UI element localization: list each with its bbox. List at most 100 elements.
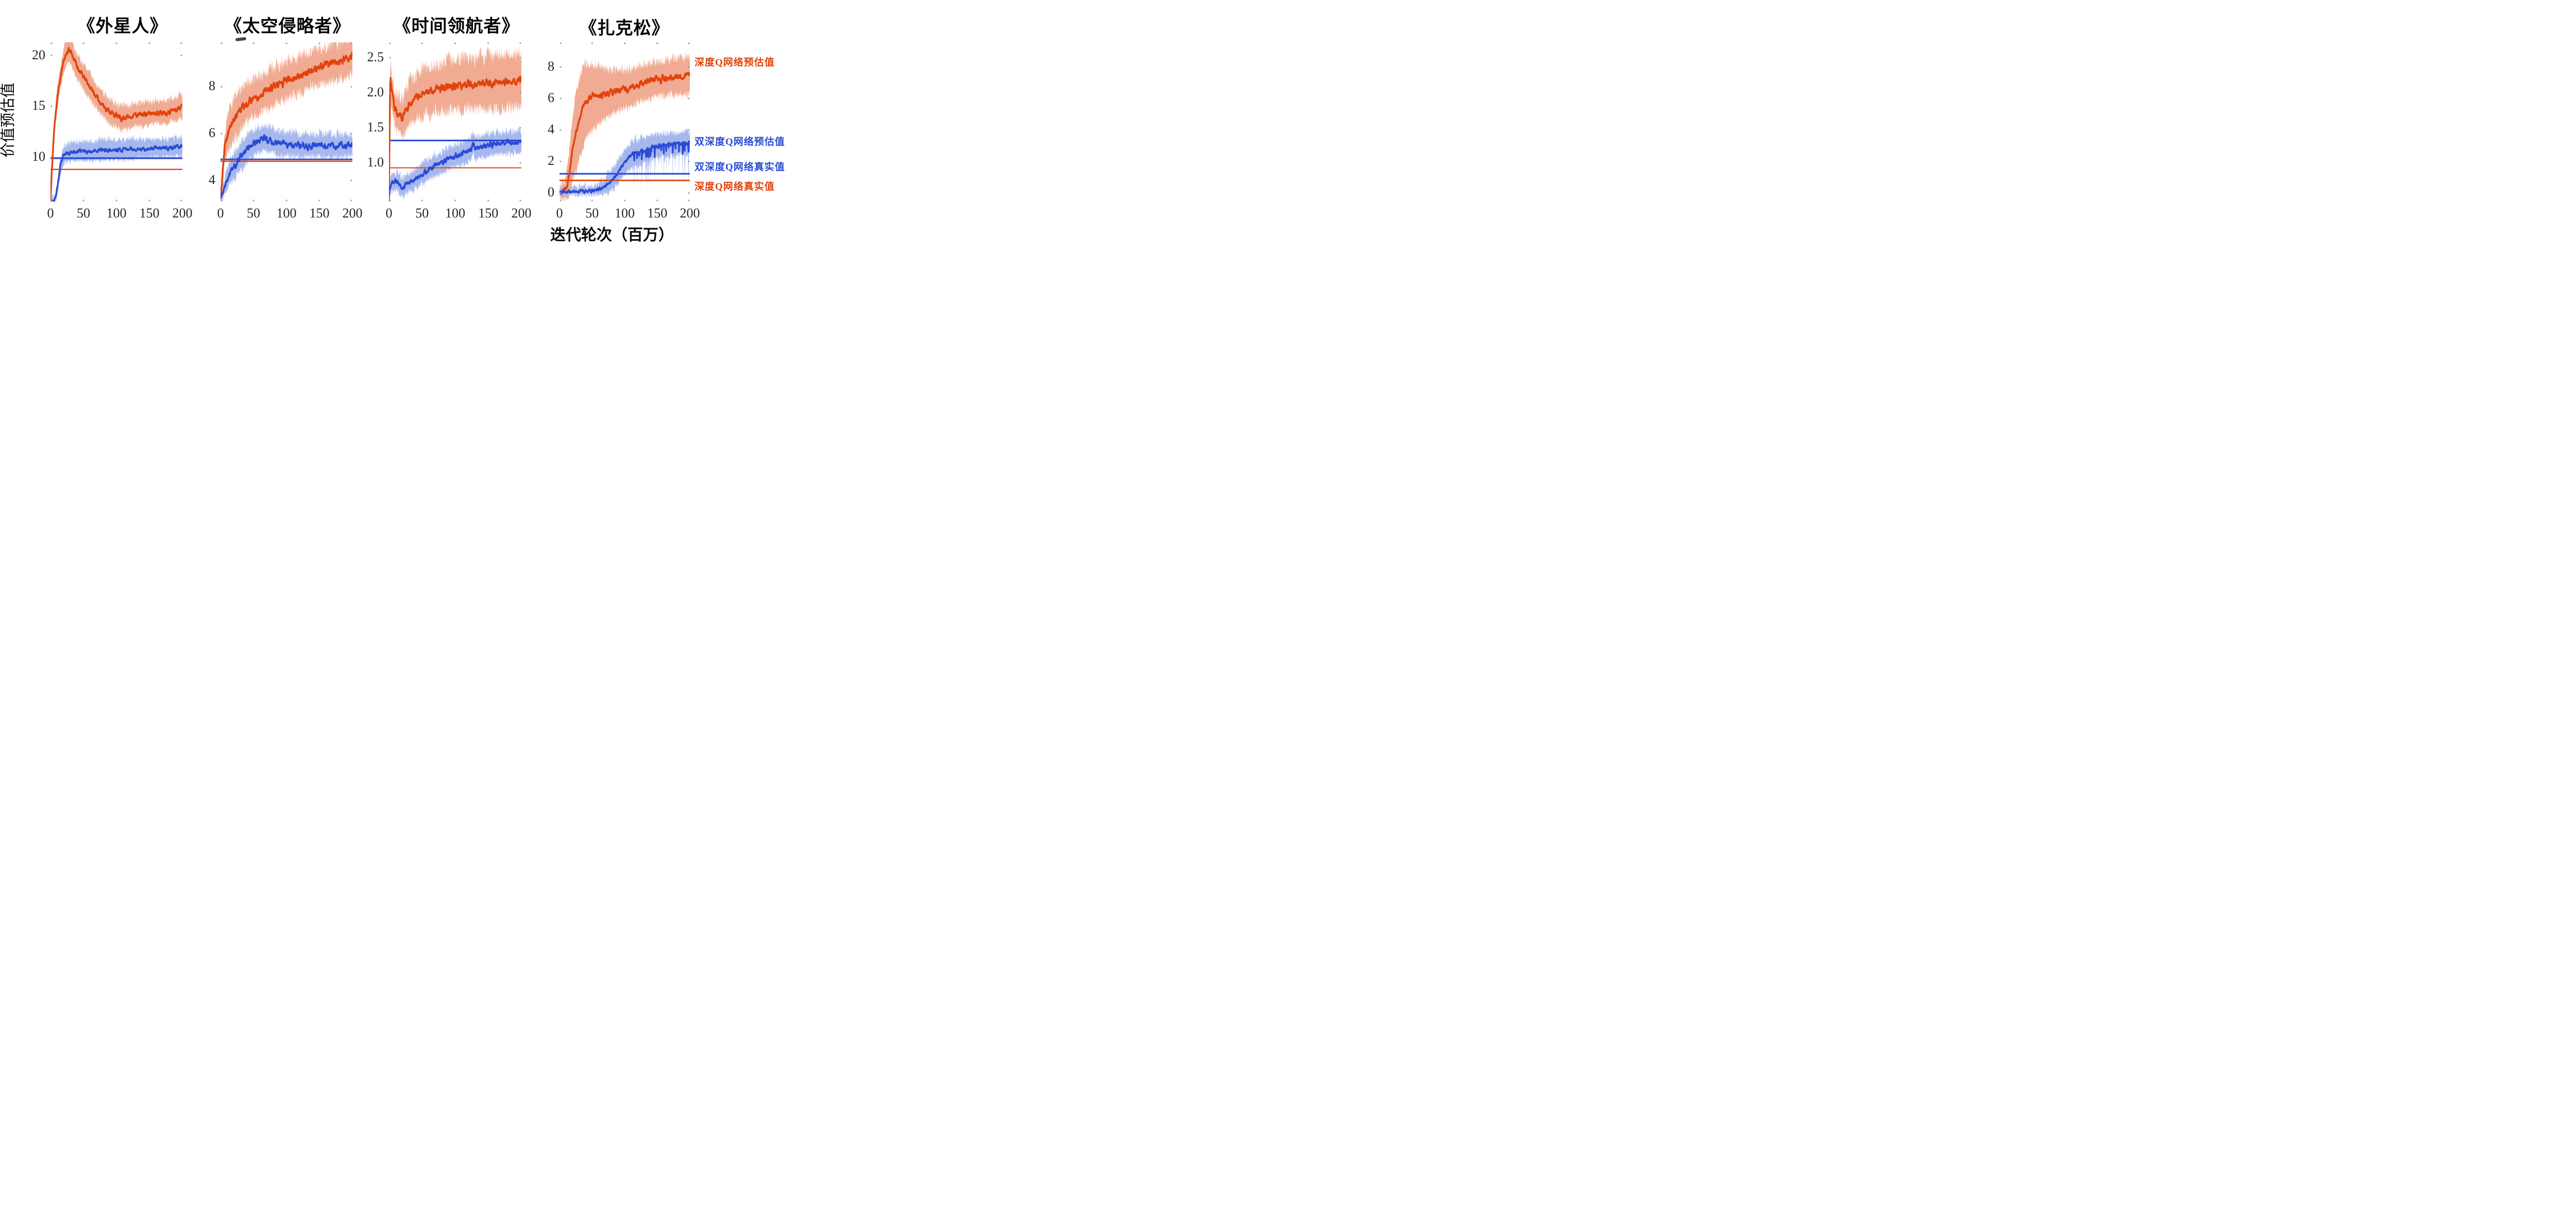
estimate-line [560,140,690,194]
x-tick-label: 200 [511,206,532,221]
y-tick-label: 0 [548,184,554,200]
y-tick-label: 2.0 [367,85,384,99]
confidence-band [50,133,182,202]
y-tick-label: 8 [209,78,215,94]
plot-area-3 [560,42,690,202]
tick-dot [623,199,626,202]
tick-dot [560,199,562,202]
tick-dot [688,97,690,99]
y-tick-label: 2.5 [367,49,384,64]
tick-dot [688,129,690,131]
y-tick-label: 1.5 [367,120,384,135]
y-tick-label: 4 [548,122,554,137]
x-tick-label: 100 [276,206,297,221]
x-axis-label: 迭代轮次（百万） [550,227,674,244]
tick-dot [180,199,182,202]
y-tick-label: 6 [548,90,554,106]
tick-dot [50,42,53,44]
y-tick-label: 4 [209,172,215,188]
tick-dot [560,160,562,162]
y-tick-label: 10 [32,148,45,164]
tick-dot [221,199,223,202]
legend-dqn-estimate: 深度Q网络预估值 [694,57,775,68]
tick-dot [656,199,658,202]
tick-dot [519,42,521,44]
confidence-band [560,51,690,202]
chart-title-space-invaders: 《太空侵略者》 [224,17,351,36]
tick-dot [350,42,352,44]
chart-title-alien: 《外星人》 [77,17,168,36]
tick-dot [350,199,352,202]
y-tick-label: 20 [32,47,45,62]
y-tick-label: 6 [209,125,215,141]
tick-dot [221,179,223,181]
tick-dot [180,105,182,107]
tick-dot [285,42,287,44]
x-tick-label: 150 [139,206,160,221]
tick-dot [688,160,690,162]
tick-dot [180,156,182,158]
tick-dot [252,42,255,44]
legend-ddqn-true: 双深度Q网络真实值 [694,162,785,173]
tick-dot [519,162,521,164]
tick-dot [591,199,593,202]
x-tick-label: 150 [478,206,499,221]
tick-dot [350,86,352,88]
plot-area-0 [50,42,182,202]
x-tick-label: 50 [247,206,260,221]
tick-dot [389,57,391,59]
y-tick-label: 15 [32,98,45,113]
tick-dot [350,132,352,135]
x-tick-label: 100 [615,206,635,221]
tick-dot [560,97,562,99]
tick-dot [560,129,562,131]
tick-dot [688,66,690,68]
tick-dot [454,199,456,202]
tick-dot [50,156,53,158]
tick-dot [519,92,521,94]
estimate-line [221,52,352,199]
x-tick-label: 0 [556,206,563,221]
tick-dot [180,42,182,44]
legend-ddqn-estimate: 双深度Q网络预估值 [694,137,785,147]
chart-title-zaxxon: 《扎克松》 [579,19,670,38]
plot-area-1 [221,42,352,202]
tick-dot [389,199,391,202]
x-tick-label: 200 [680,206,700,221]
tick-dot [560,66,562,68]
y-tick-label: 1.0 [367,155,384,170]
tick-dot [285,199,287,202]
tick-dot [82,42,84,44]
figure-canvas: { "figure": { "ylabel": "价值预估值", "xlabel… [0,0,793,245]
confidence-band [389,125,521,202]
tick-dot [252,199,255,202]
x-tick-label: 50 [77,206,90,221]
tick-dot [115,199,117,202]
x-tick-label: 100 [445,206,465,221]
tick-dot [82,199,84,202]
tick-dot [623,42,626,44]
y-tick-label: 2 [548,153,554,169]
tick-dot [487,42,489,44]
tick-dot [487,199,489,202]
tick-dot [389,92,391,94]
tick-dot [115,42,117,44]
estimate-line [389,75,521,202]
x-tick-label: 0 [217,206,224,221]
estimate-line [560,72,690,195]
x-tick-label: 50 [415,206,429,221]
estimate-line [50,47,182,202]
tick-dot [50,55,53,57]
tick-dot [180,55,182,57]
tick-dot [318,42,320,44]
estimate-line [221,134,352,198]
tick-dot [591,42,593,44]
x-tick-label: 0 [385,206,393,221]
tick-dot [519,127,521,129]
tick-dot [519,57,521,59]
estimate-line [389,138,521,197]
estimate-line [52,144,182,202]
tick-dot [221,86,223,88]
legend-dqn-true: 深度Q网络真实值 [694,181,775,192]
x-tick-label: 0 [47,206,54,221]
